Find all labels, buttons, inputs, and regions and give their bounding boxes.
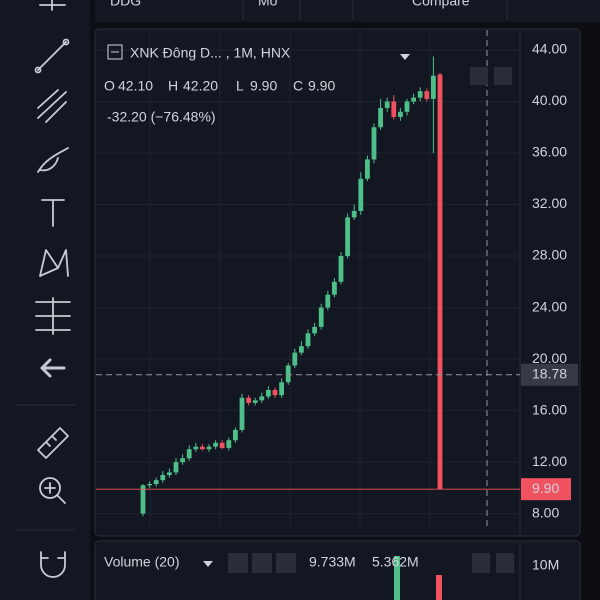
volume-panel <box>94 540 581 600</box>
candle-body <box>318 307 324 327</box>
volume-ma-value: 5.362M <box>372 554 419 570</box>
candle-body <box>325 294 331 308</box>
pane-button[interactable] <box>472 553 490 573</box>
candle-body <box>239 397 245 430</box>
candle-body <box>219 442 225 448</box>
candle-body <box>246 397 251 403</box>
candle-body <box>312 326 317 334</box>
y-tick-label: 16.00 <box>532 401 567 417</box>
symbol[interactable]: DDG <box>110 0 141 9</box>
chart-panel <box>94 28 581 537</box>
candle-body <box>140 485 146 514</box>
y-tick-label: 12.00 <box>532 453 567 469</box>
top-bar <box>95 0 600 22</box>
tool-icons[interactable] <box>34 0 71 578</box>
candle-body <box>285 365 291 383</box>
candle-body <box>305 333 311 347</box>
volume-value: 9.733M <box>309 554 356 570</box>
candle-body <box>292 352 298 366</box>
collapse-icon[interactable] <box>107 44 123 60</box>
candle-body <box>404 101 410 112</box>
candle-body <box>206 446 212 450</box>
candle-body <box>279 382 284 396</box>
y-tick-label: 24.00 <box>532 298 567 314</box>
volume-dropdown[interactable] <box>203 561 213 567</box>
candle-body <box>437 74 443 490</box>
candle-body <box>398 111 403 117</box>
open-value: 42.10 <box>118 78 153 94</box>
candle-body <box>431 75 436 99</box>
candle-body <box>266 389 271 397</box>
candle-body <box>378 107 383 128</box>
candle-body <box>200 446 205 450</box>
candle-body <box>272 389 278 396</box>
compare[interactable]: Compare <box>412 0 470 9</box>
change: -32.20 (−76.48%) <box>107 109 216 125</box>
candle-body <box>167 472 172 476</box>
pane-button[interactable] <box>276 553 296 573</box>
candle-body <box>153 480 159 485</box>
candle-body <box>351 210 357 218</box>
last-price-tag <box>521 478 571 501</box>
pane-button[interactable] <box>496 553 514 573</box>
pane-button[interactable] <box>228 553 248 573</box>
plot <box>96 30 520 530</box>
crosshair-label: 18.78 <box>532 365 567 381</box>
candle-body <box>226 440 232 448</box>
candle-body <box>173 462 179 473</box>
candle-body <box>213 442 218 447</box>
crosshair-tag <box>521 363 578 386</box>
candle-body <box>193 446 199 450</box>
volume-bar <box>394 556 400 600</box>
candle-body <box>233 429 238 441</box>
candle-body <box>252 400 258 403</box>
candle-body <box>147 484 152 486</box>
volume-title: Volume (20) <box>104 554 179 570</box>
close-value: 9.90 <box>308 78 335 94</box>
legend-title: XNK Đông D... , 1M, HNX <box>130 45 291 61</box>
low-label: L <box>236 78 244 94</box>
open-label: O <box>104 78 115 94</box>
candle-body <box>299 346 304 353</box>
candle-body <box>259 396 265 401</box>
ohlc-legend: O 42.10 H 42.20 L 9.90 C 9.90 -32.20 (−7… <box>104 78 335 125</box>
volume-axis-label: 10M <box>532 557 559 573</box>
candle-body <box>345 217 350 257</box>
high-label: H <box>168 78 178 94</box>
y-tick-label: 44.00 <box>532 41 567 57</box>
pane-button[interactable] <box>494 67 512 85</box>
volume-bar <box>436 575 442 600</box>
interval[interactable]: Mo <box>258 0 278 9</box>
y-tick-label: 40.00 <box>532 92 567 108</box>
candle-body <box>365 159 370 179</box>
candle-body <box>371 127 377 160</box>
candle-body <box>417 91 423 98</box>
high-value: 42.20 <box>183 78 218 94</box>
y-tick-label: 20.00 <box>532 350 567 366</box>
candle-body <box>186 449 192 459</box>
candle-body <box>411 97 416 102</box>
candle-body <box>160 475 166 481</box>
pane-button[interactable] <box>252 553 272 573</box>
candle-body <box>384 101 390 108</box>
y-tick-label: 28.00 <box>532 247 567 263</box>
legend-dropdown[interactable] <box>400 54 410 60</box>
y-tick-label: 8.00 <box>532 504 559 520</box>
candle-body <box>391 101 397 117</box>
candle-body <box>338 256 344 282</box>
y-tick-label: 32.00 <box>532 195 567 211</box>
candle-body <box>180 458 185 463</box>
low-value: 9.90 <box>250 78 277 94</box>
candle-body <box>358 178 364 211</box>
drawing-toolbar <box>0 0 90 600</box>
last-price-label: 9.90 <box>532 480 559 496</box>
candle-body <box>424 91 430 99</box>
y-tick-label: 36.00 <box>532 144 567 160</box>
candle-body <box>332 281 337 295</box>
close-label: C <box>293 78 303 94</box>
pane-button[interactable] <box>470 67 488 85</box>
